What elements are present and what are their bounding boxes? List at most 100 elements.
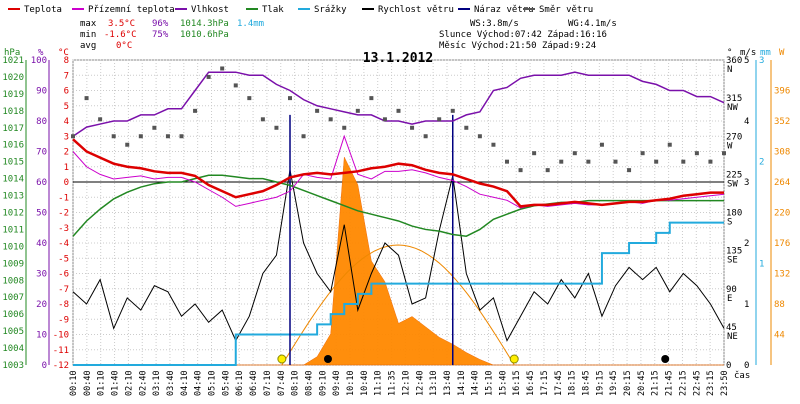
dir-point: [491, 142, 496, 147]
series-wind-line: [72, 169, 725, 342]
temp-tick-label: -11: [53, 346, 69, 356]
time-tick-label: 21:15: [651, 370, 661, 396]
dir-compass-label: NE: [727, 332, 738, 342]
dir-tick-label: 315: [726, 94, 742, 104]
moonset-marker: [323, 355, 332, 363]
dir-point: [84, 96, 89, 101]
dir-compass-label: N: [727, 65, 732, 75]
series-rain-line: [73, 221, 724, 366]
temp-tick-label: -3: [58, 224, 69, 234]
w-tick-label: 264: [774, 178, 790, 188]
hpa-tick-label: 1014: [2, 175, 24, 185]
temp-tick-label: 1: [64, 163, 69, 173]
moonrise-marker: [661, 355, 670, 363]
ms-tick-label: 1: [744, 300, 749, 310]
w-tick-label: 132: [774, 270, 790, 280]
dir-point: [654, 159, 659, 164]
dir-tick-label: 90: [726, 285, 737, 295]
time-tick-label: 02:40: [138, 370, 148, 396]
dir-point: [247, 96, 252, 101]
ms-tick-label: 0: [744, 361, 749, 371]
time-tick-label: 09:40: [332, 370, 342, 396]
hpa-tick-label: 1021: [2, 56, 24, 66]
dir-point: [599, 142, 604, 147]
dir-point: [667, 142, 672, 147]
temp-tick-label: -6: [58, 270, 69, 280]
time-tick-label: 16:15: [512, 370, 522, 396]
dir-point: [477, 134, 482, 139]
pct-tick-label: 60: [36, 178, 47, 188]
time-tick-label: 20:45: [637, 370, 647, 396]
legend-label-wind: Rychlost větru: [378, 5, 454, 15]
w-tick-label: 308: [774, 148, 790, 158]
time-tick-label: 12:40: [415, 370, 425, 396]
temp-tick-label: 8: [64, 56, 69, 66]
hpa-tick-label: 1013: [2, 192, 24, 202]
dir-point: [613, 159, 618, 164]
temp-tick-label: -2: [58, 209, 69, 219]
time-tick-label: 18:45: [581, 370, 591, 396]
dir-point: [111, 134, 116, 139]
temp-tick-label: -12: [53, 361, 69, 371]
time-tick-label: 17:15: [540, 370, 550, 396]
dir-point: [233, 83, 238, 88]
pct-tick-label: 50: [36, 209, 47, 219]
w-tick-label: 176: [774, 239, 790, 249]
dir-point: [260, 117, 265, 122]
stats-min-label: min: [80, 30, 96, 40]
w-tick-label: 44: [774, 331, 785, 341]
time-tick-label: 08:40: [304, 370, 314, 396]
dir-point: [71, 134, 75, 139]
hpa-tick-label: 1019: [2, 90, 24, 100]
chart-title: 13.1.2012: [363, 51, 433, 66]
series-humidity-line: [72, 71, 725, 137]
temp-tick-label: 3: [64, 132, 69, 142]
dir-point: [437, 117, 442, 122]
time-tick-label: 05:10: [208, 370, 218, 396]
time-tick-label: 00:10: [69, 370, 79, 396]
time-axis-unit: čas: [734, 370, 750, 381]
deg-axis-unit: °: [727, 48, 732, 58]
hpa-tick-label: 1006: [2, 310, 24, 320]
time-tick-label: 11:10: [374, 370, 384, 396]
hpa-tick-label: 1008: [2, 276, 24, 286]
ms-axis-unit: m/s: [740, 48, 756, 58]
dir-point: [532, 151, 537, 156]
dir-point: [193, 108, 198, 113]
hpa-tick-label: 1005: [2, 327, 24, 337]
time-tick-label: 07:10: [263, 370, 273, 396]
dir-point: [640, 151, 645, 156]
time-tick-label: 22:45: [692, 370, 702, 396]
dir-point: [125, 142, 130, 147]
pct-tick-label: 100: [31, 56, 47, 66]
dir-point: [328, 117, 333, 122]
time-tick-label: 10:40: [360, 370, 370, 396]
time-tick-label: 05:40: [221, 370, 231, 396]
dir-point: [138, 134, 143, 139]
stats-max-press: 1014.3hPa: [180, 19, 229, 29]
ms-tick-label: 2: [744, 239, 749, 249]
dir-point: [220, 66, 225, 71]
temp-tick-label: -7: [58, 285, 69, 295]
hpa-tick-label: 1020: [2, 73, 24, 83]
time-tick-label: 14:40: [471, 370, 481, 396]
dir-point: [518, 168, 523, 173]
dir-point: [206, 74, 211, 79]
time-tick-label: 04:10: [180, 370, 190, 396]
dir-point: [450, 108, 455, 113]
hpa-tick-label: 1015: [2, 158, 24, 168]
time-tick-label: 08:10: [291, 370, 301, 396]
dir-point: [627, 168, 632, 173]
time-tick-label: 15:10: [485, 370, 495, 396]
legend-label-pressure: Tlak: [262, 5, 284, 15]
dir-tick-label: 180: [726, 209, 742, 219]
hpa-axis-unit: hPa: [4, 48, 20, 58]
plot-area: [72, 59, 725, 366]
pct-tick-label: 30: [36, 270, 47, 280]
ms-tick-label: 5: [744, 56, 749, 66]
hpa-tick-label: 1017: [2, 124, 24, 134]
stats-wg: WG:4.1m/s: [568, 19, 617, 29]
temp-tick-label: -1: [58, 193, 69, 203]
dir-point: [274, 125, 279, 130]
